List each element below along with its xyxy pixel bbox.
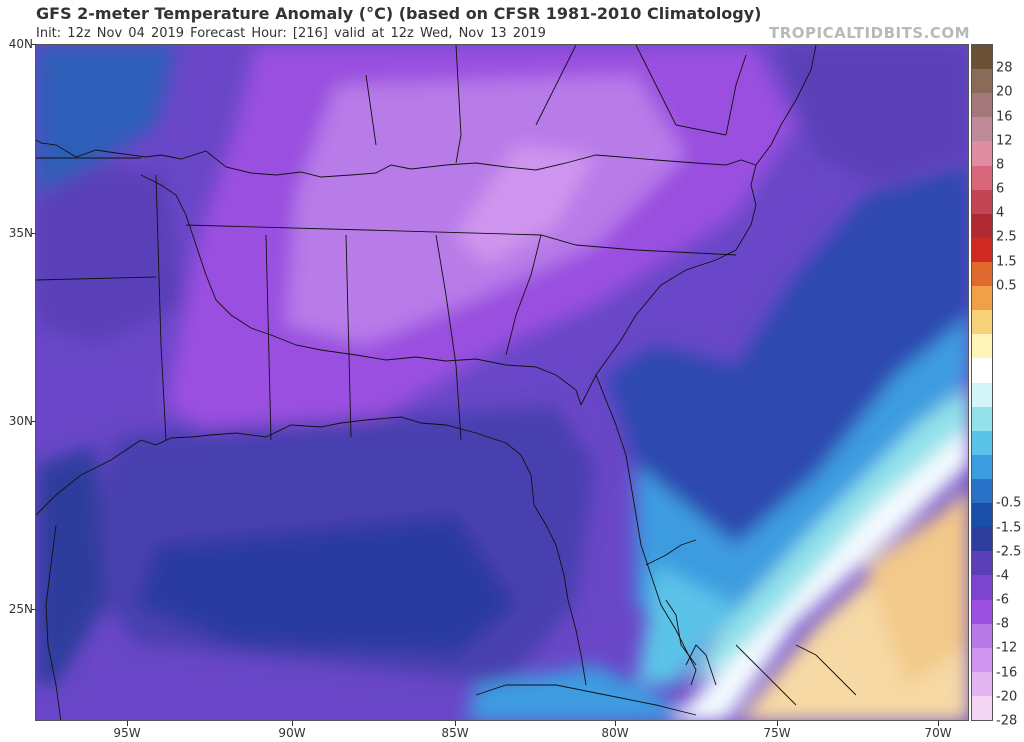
colorbar-label: 20 [996,84,1013,100]
colorbar-segment [972,69,992,94]
lon-label-85w: 85W [441,726,469,740]
lat-tick [31,421,36,422]
lat-label-30n: 30N [8,414,33,428]
lon-label-90w: 90W [278,726,306,740]
watermark: TROPICALTIDBITS.COM [769,24,970,42]
colorbar-label: -16 [996,665,1018,681]
colorbar-segment [972,454,992,479]
colorbar-segment [972,406,992,431]
colorbar-label: -4 [996,568,1009,584]
colorbar-segment [972,117,992,142]
lon-tick [455,721,456,726]
colorbar-segment [972,478,992,504]
map-subtitle: Init: 12z Nov 04 2019 Forecast Hour: [21… [36,26,546,41]
colorbar-label: 1.5 [996,254,1017,270]
colorbar-label: 28 [996,60,1013,76]
colorbar-segment [972,575,992,600]
lat-tick [31,44,36,45]
colorbar-label: -0.5 [996,495,1022,511]
colorbar-label: 16 [996,109,1013,125]
colorbar-segment [972,286,992,311]
anomaly-fields [36,45,968,720]
lat-label-35n: 35N [8,226,33,240]
colorbar-label: -6 [996,592,1009,608]
map-title: GFS 2-meter Temperature Anomaly (°C) (ba… [36,4,762,23]
anomaly-map-canvas [36,45,968,720]
colorbar-label: -8 [996,616,1009,632]
colorbar-label: 4 [996,205,1005,221]
colorbar-segment [972,551,992,576]
colorbar-label: -2.5 [996,544,1022,560]
colorbar-label: 2.5 [996,229,1017,245]
lon-tick [127,721,128,726]
boundaries [36,45,857,720]
lat-tick [31,609,36,610]
colorbar-label: 0.5 [996,278,1017,294]
colorbar-label: 8 [996,157,1005,173]
lat-tick [31,233,36,234]
colorbar-label: -12 [996,640,1018,656]
colorbar-label: 6 [996,181,1005,197]
colorbar-segment [972,599,992,624]
colorbar-segment [972,45,992,70]
colorbar-segment [972,310,992,335]
lon-tick [292,721,293,726]
colorbar-segment [972,334,992,359]
colorbar-segment [972,695,992,721]
lon-label-95w: 95W [113,726,141,740]
colorbar-segment [972,189,992,214]
lon-tick [615,721,616,726]
lat-label-25n: 25N [8,602,33,616]
lon-label-80w: 80W [601,726,629,740]
colorbar-segment [972,141,992,166]
lon-tick [777,721,778,726]
colorbar-segment [972,623,992,648]
colorbar-label: 12 [996,133,1013,149]
colorbar-segment [972,358,992,383]
colorbar-segment [972,165,992,190]
colorbar-segment [972,503,992,528]
anomaly-map[interactable] [35,44,969,721]
colorbar-label: -20 [996,689,1018,705]
colorbar-segment [972,671,992,696]
lat-label-40n: 40N [8,37,33,51]
colorbar-segment [972,382,992,407]
colorbar-segment [972,237,992,262]
colorbar [971,44,993,721]
colorbar-segment [972,93,992,118]
colorbar-segment [972,527,992,552]
colorbar-segment [972,261,992,287]
colorbar-segment [972,430,992,455]
lon-label-70w: 70W [924,726,952,740]
colorbar-segment [972,213,992,238]
colorbar-segment [972,647,992,672]
colorbar-label: -1.5 [996,520,1022,536]
lon-label-75w: 75W [763,726,791,740]
lon-tick [938,721,939,726]
colorbar-label: -28 [996,713,1018,729]
